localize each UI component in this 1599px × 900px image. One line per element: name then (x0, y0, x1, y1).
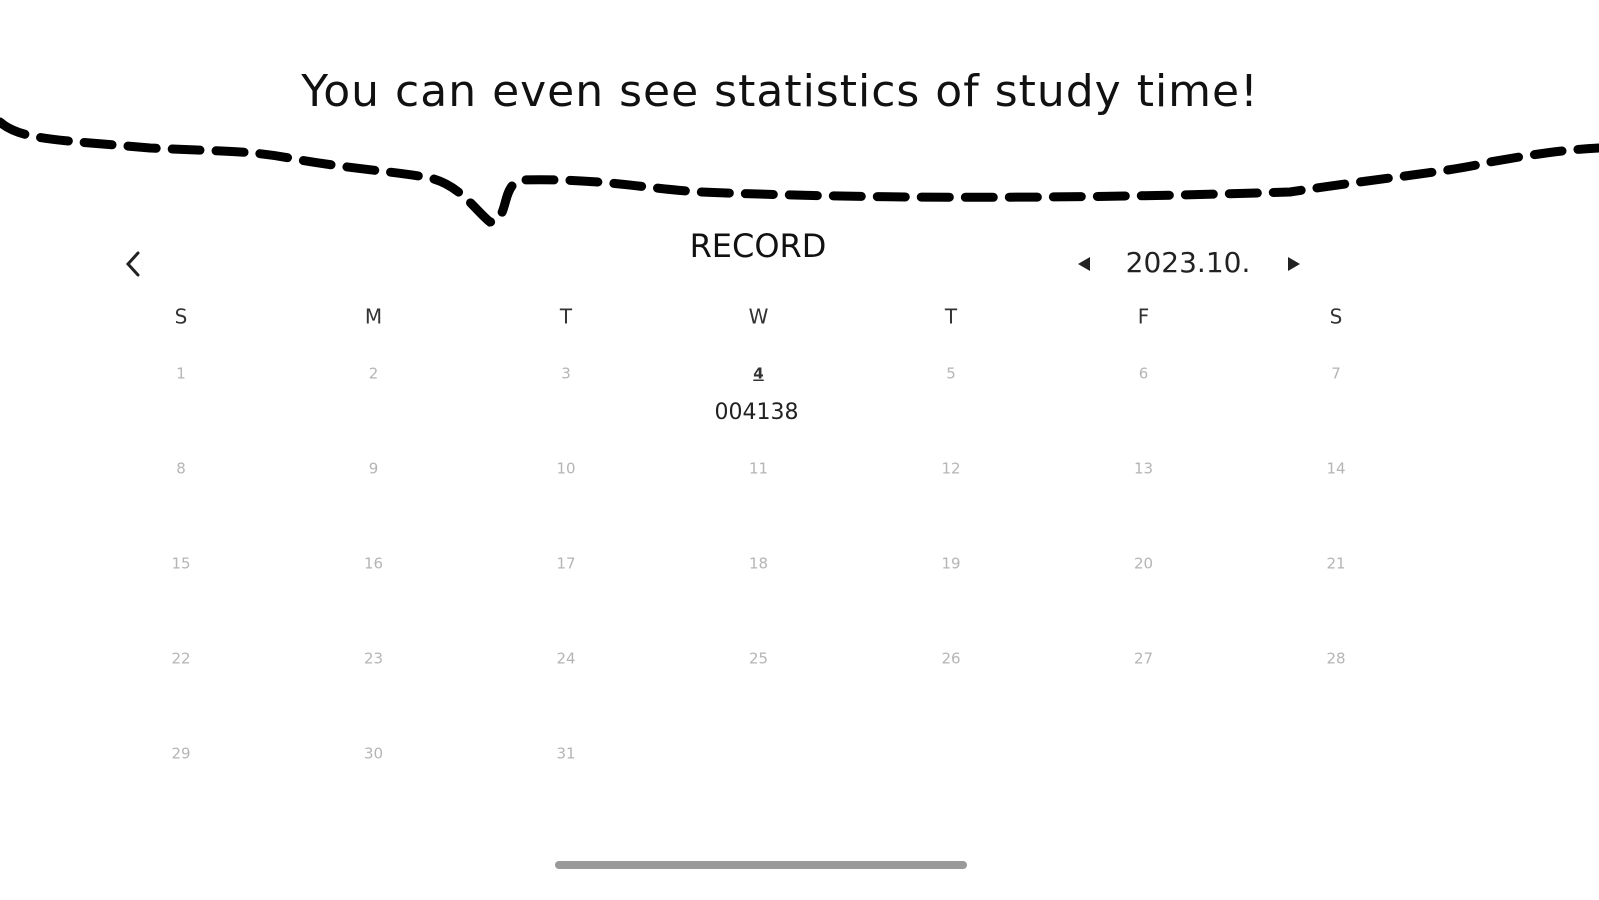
day-number[interactable]: 5 (946, 365, 956, 383)
day-number[interactable]: 20 (1134, 555, 1153, 573)
day-number[interactable]: 13 (1134, 460, 1153, 478)
prev-month-button[interactable] (1078, 257, 1090, 271)
weekday-label: M (365, 305, 382, 329)
month-label: 2023.10. (1126, 246, 1251, 279)
weekday-label: F (1138, 305, 1150, 329)
weekday-label: T (944, 305, 958, 329)
day-number[interactable]: 29 (171, 745, 190, 763)
weekday-label: S (175, 305, 188, 329)
day-number[interactable]: 28 (1326, 650, 1345, 668)
day-number[interactable]: 8 (176, 460, 186, 478)
weekday-label: W (749, 305, 769, 329)
day-number[interactable]: 16 (364, 555, 383, 573)
day-number[interactable]: 26 (941, 650, 960, 668)
screen-title: RECORD (690, 227, 827, 265)
day-number[interactable]: 22 (171, 650, 190, 668)
day-number[interactable]: 24 (556, 650, 575, 668)
day-number[interactable]: 27 (1134, 650, 1153, 668)
day-number[interactable]: 3 (561, 365, 571, 383)
day-number[interactable]: 19 (941, 555, 960, 573)
day-number[interactable]: 25 (749, 650, 768, 668)
day-number[interactable]: 23 (364, 650, 383, 668)
study-time: 004138 (715, 400, 799, 425)
day-number[interactable]: 4 (753, 365, 763, 383)
dashed-divider (0, 117, 1599, 227)
day-number[interactable]: 15 (171, 555, 190, 573)
caption: You can even see statistics of study tim… (300, 66, 1259, 117)
home-indicator (555, 861, 967, 869)
day-number[interactable]: 18 (749, 555, 768, 573)
day-number[interactable]: 9 (369, 460, 379, 478)
day-number[interactable]: 12 (941, 460, 960, 478)
day-number[interactable]: 30 (364, 745, 383, 763)
weekday-label: S (1330, 305, 1343, 329)
back-button[interactable] (125, 251, 140, 277)
day-number[interactable]: 14 (1326, 460, 1345, 478)
day-number[interactable]: 21 (1326, 555, 1345, 573)
next-month-button[interactable] (1288, 257, 1300, 271)
day-number[interactable]: 1 (176, 365, 186, 383)
day-number[interactable]: 10 (556, 460, 575, 478)
weekday-label: T (559, 305, 573, 329)
day-number[interactable]: 2 (369, 365, 379, 383)
day-number[interactable]: 6 (1139, 365, 1149, 383)
day-number[interactable]: 7 (1331, 365, 1341, 383)
day-number[interactable]: 17 (556, 555, 575, 573)
day-number[interactable]: 31 (556, 745, 575, 763)
day-number[interactable]: 11 (749, 460, 768, 478)
